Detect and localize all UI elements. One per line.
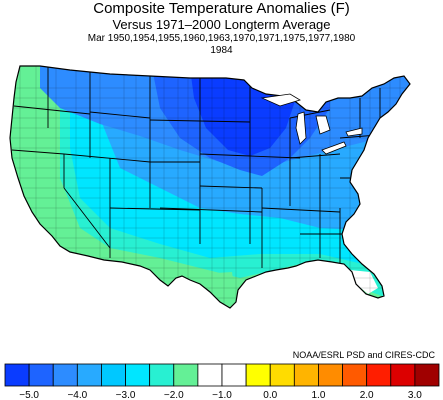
- period-line-continued: 1984: [210, 45, 233, 56]
- map-subtitle: Versus 1971–2000 Longterm Average: [112, 17, 331, 32]
- colorbar-box: [101, 363, 126, 387]
- lake-ontario: [345, 127, 363, 137]
- colorbar-tick-label: 0.0: [263, 390, 277, 400]
- colorbar-box: [149, 363, 175, 387]
- colorbar-tick-label: 1.0: [311, 390, 325, 400]
- us-outline: [9, 65, 411, 309]
- colorbar-box: [342, 363, 368, 387]
- colorbar-box: [197, 363, 223, 387]
- colorbar-tick-label: 2.0: [360, 390, 374, 400]
- colorbar-box: [293, 363, 319, 387]
- state-borders: [11, 66, 391, 268]
- colorbar-box: [52, 363, 78, 387]
- great-lakes: [260, 93, 363, 155]
- colorbar-tick-label: 3.0: [408, 390, 422, 400]
- colorbar-box: [414, 363, 440, 387]
- colorbar-box: [4, 363, 30, 387]
- colorbar-box: [366, 363, 392, 387]
- colorbar-box: [173, 363, 199, 387]
- lake-superior: [260, 93, 301, 107]
- colorbar-box: [221, 363, 247, 387]
- lake-erie: [321, 141, 347, 155]
- colorbar-box: [269, 363, 295, 387]
- colorbar-tick-label: −3.0: [116, 390, 136, 400]
- colorbar-tick-label: −1.0: [212, 390, 232, 400]
- colorbar-box: [125, 363, 151, 387]
- period-line: Mar 1950,1954,1955,1960,1963,1970,1971,1…: [87, 33, 356, 44]
- us-anomaly-map: [9, 65, 411, 309]
- colorbar-box: [76, 363, 102, 387]
- colorbar-box: [245, 363, 271, 387]
- anomaly-fill: [10, 66, 410, 308]
- colorbar-legend: −5.0−4.0−3.0−2.0−1.00.01.02.03.04.05.0: [4, 363, 440, 400]
- data-credit: NOAA/ESRL PSD and CIRES-CDC: [292, 350, 435, 360]
- colorbar-tick-label: −4.0: [67, 390, 87, 400]
- map-title: Composite Temperature Anomalies (F): [93, 0, 350, 17]
- colorbar-boxes: [4, 363, 440, 387]
- colorbar-box: [28, 363, 54, 387]
- lake-huron: [315, 115, 331, 135]
- colorbar-tick-label: −2.0: [164, 390, 184, 400]
- colorbar-ticks: −5.0−4.0−3.0−2.0−1.00.01.02.03.04.05.0: [19, 390, 422, 400]
- colorbar-box: [318, 363, 343, 387]
- colorbar-box: [390, 363, 416, 387]
- colorbar-tick-label: −5.0: [19, 390, 39, 400]
- lake-michigan: [295, 111, 307, 145]
